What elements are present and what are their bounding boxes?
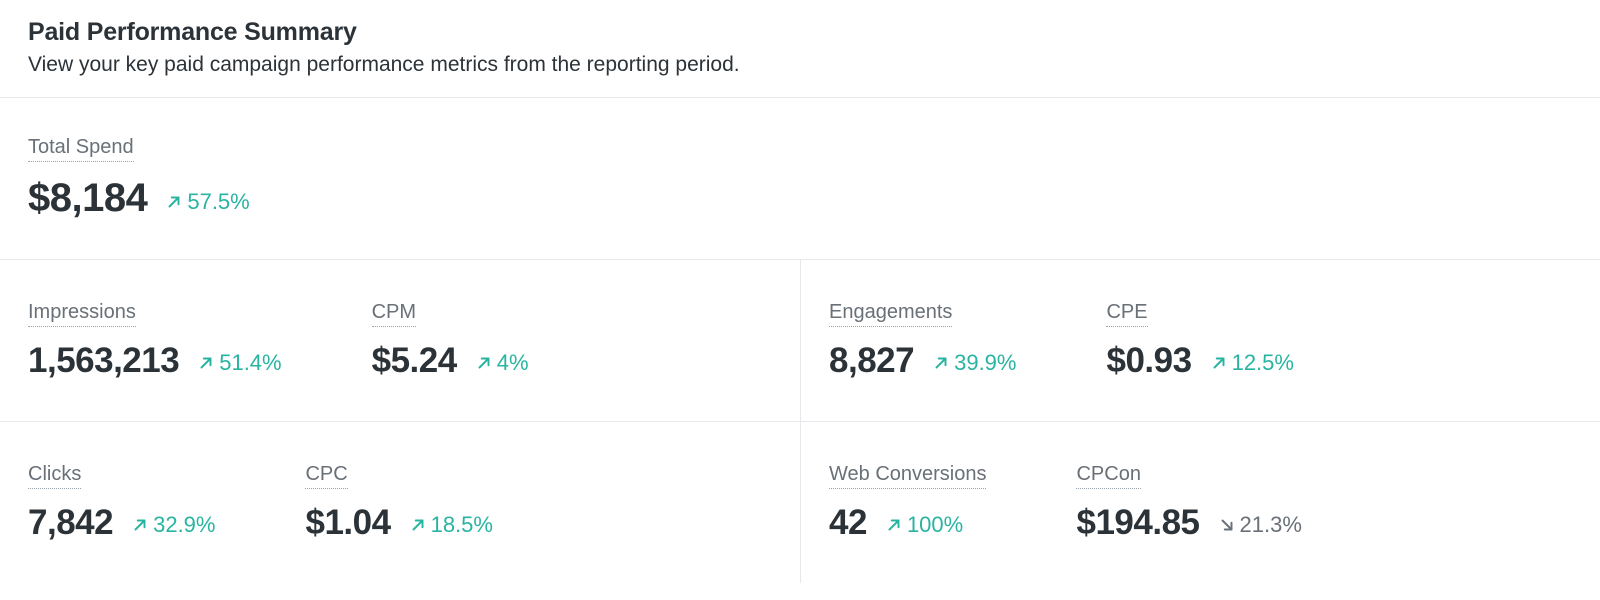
metric-label: CPCon (1076, 463, 1140, 489)
trend-indicator: 12.5% (1210, 350, 1294, 376)
metric-total-spend: Total Spend $8,184 57.5% (28, 136, 250, 221)
trend-value: 18.5% (431, 512, 493, 538)
page-title: Paid Performance Summary (28, 18, 1572, 47)
metric-cpc: CPC $1.04 18.5% (305, 463, 492, 543)
trend-value: 21.3% (1240, 512, 1302, 538)
trend-indicator: 4% (475, 350, 529, 376)
summary-header: Paid Performance Summary View your key p… (0, 0, 1600, 97)
arrow-up-right-icon (165, 193, 183, 211)
metric-label: CPE (1106, 301, 1147, 327)
trend-indicator: 32.9% (131, 512, 215, 538)
arrow-up-right-icon (1210, 354, 1228, 372)
metric-label: Clicks (28, 463, 81, 489)
metric-label: CPC (305, 463, 347, 489)
trend-value: 4% (497, 350, 529, 376)
metric-label: Web Conversions (829, 463, 986, 489)
arrow-down-right-icon (1218, 516, 1236, 534)
trend-value: 32.9% (153, 512, 215, 538)
arrow-up-right-icon (197, 354, 215, 372)
metric-panel-impressions: Impressions 1,563,213 51.4% CPM $5.24 4% (0, 260, 800, 421)
metrics-row-2: Clicks 7,842 32.9% CPC $1.04 18.5% Web C (0, 421, 1600, 583)
trend-indicator: 51.4% (197, 350, 281, 376)
trend-indicator: 18.5% (409, 512, 493, 538)
metric-value: 42 (829, 503, 867, 543)
trend-value: 100% (907, 512, 963, 538)
metric-value: 8,827 (829, 341, 914, 381)
arrow-up-right-icon (409, 516, 427, 534)
metric-panel-engagements: Engagements 8,827 39.9% CPE $0.93 12.5% (800, 260, 1600, 421)
metric-impressions: Impressions 1,563,213 51.4% (28, 301, 282, 381)
arrow-up-right-icon (932, 354, 950, 372)
trend-value: 39.9% (954, 350, 1016, 376)
metric-value: $194.85 (1076, 503, 1199, 543)
trend-indicator: 39.9% (932, 350, 1016, 376)
metric-web-conversions: Web Conversions 42 100% (829, 463, 986, 543)
metric-value: 1,563,213 (28, 341, 179, 381)
metric-label: Total Spend (28, 136, 134, 162)
trend-value: 12.5% (1232, 350, 1294, 376)
metric-value: $5.24 (372, 341, 457, 381)
trend-indicator: 100% (885, 512, 963, 538)
trend-indicator: 21.3% (1218, 512, 1302, 538)
page-subtitle: View your key paid campaign performance … (28, 53, 1572, 77)
arrow-up-right-icon (475, 354, 493, 372)
arrow-up-right-icon (131, 516, 149, 534)
metric-label: CPM (372, 301, 416, 327)
metric-value: $1.04 (305, 503, 390, 543)
metric-panel-conversions: Web Conversions 42 100% CPCon $194.85 21… (800, 422, 1600, 583)
metric-cpcon: CPCon $194.85 21.3% (1076, 463, 1301, 543)
metric-value: $0.93 (1106, 341, 1191, 381)
metric-panel-total-spend: Total Spend $8,184 57.5% (0, 98, 1600, 259)
metric-clicks: Clicks 7,842 32.9% (28, 463, 215, 543)
metric-value: 7,842 (28, 503, 113, 543)
metrics-row-hero: Total Spend $8,184 57.5% (0, 97, 1600, 259)
arrow-up-right-icon (885, 516, 903, 534)
metrics-row-1: Impressions 1,563,213 51.4% CPM $5.24 4% (0, 259, 1600, 421)
metric-panel-clicks: Clicks 7,842 32.9% CPC $1.04 18.5% (0, 422, 800, 583)
metric-label: Engagements (829, 301, 952, 327)
metric-cpm: CPM $5.24 4% (372, 301, 529, 381)
metric-engagements: Engagements 8,827 39.9% (829, 301, 1016, 381)
trend-value: 51.4% (219, 350, 281, 376)
trend-value: 57.5% (187, 189, 249, 215)
trend-indicator: 57.5% (165, 189, 249, 215)
metric-value: $8,184 (28, 176, 147, 221)
metric-label: Impressions (28, 301, 136, 327)
metric-cpe: CPE $0.93 12.5% (1106, 301, 1293, 381)
